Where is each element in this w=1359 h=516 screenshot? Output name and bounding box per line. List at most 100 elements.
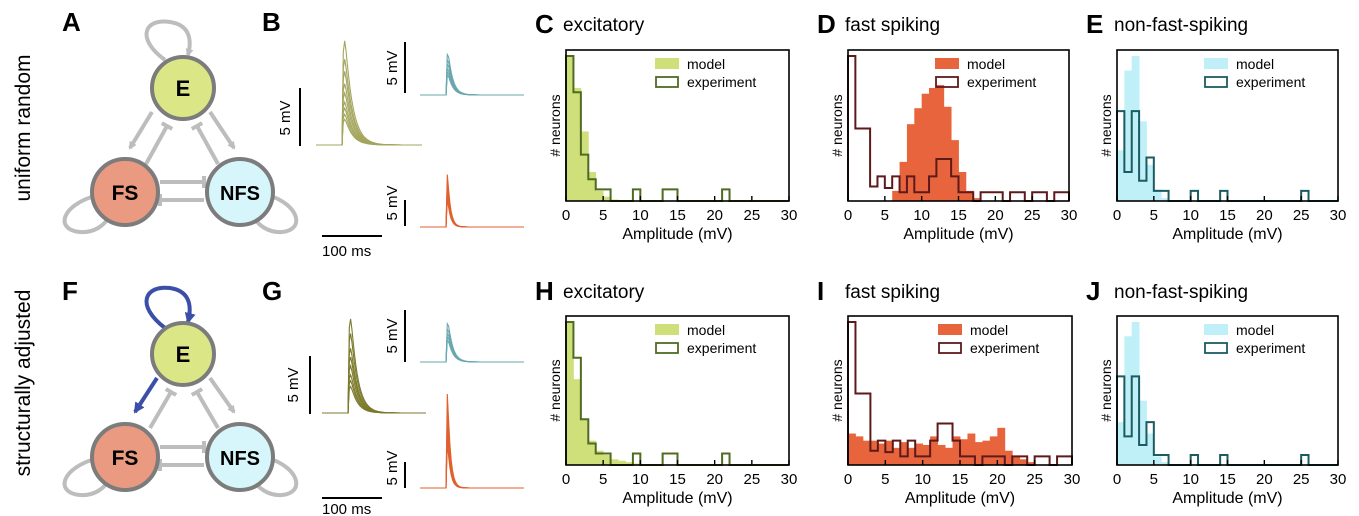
- panel-label-e: E: [1086, 9, 1103, 39]
- x-tick-label: 0: [844, 207, 852, 224]
- psp-trace: [322, 318, 426, 414]
- model-bar: [997, 427, 1006, 465]
- fs-traces: [420, 174, 524, 228]
- legend-swatch-experiment: [938, 342, 962, 354]
- model-bar: [945, 447, 953, 465]
- model-bar: [1012, 456, 1021, 465]
- model-bar: [1139, 400, 1147, 465]
- model-bar: [1004, 450, 1013, 465]
- fs-to-e-link: [144, 121, 174, 165]
- x-tick-label: 10: [1182, 471, 1199, 488]
- nfs-node-label: NFS: [220, 183, 260, 205]
- y-axis-label: # neurons: [547, 94, 563, 156]
- y-axis-label: # neurons: [829, 359, 845, 421]
- panel-label-c: C: [535, 9, 554, 39]
- legend-swatch-model: [1204, 324, 1228, 335]
- panel-label-h: H: [535, 276, 554, 306]
- model-bar: [1117, 150, 1125, 201]
- scale-label-100ms: 100 ms: [322, 501, 371, 516]
- legend-swatch-experiment: [1204, 342, 1228, 354]
- legend-swatch-experiment: [655, 76, 679, 88]
- nfs-to-e-link: [190, 121, 220, 165]
- x-tick-label: 30: [781, 207, 798, 224]
- psp-trace: [420, 67, 524, 96]
- panel-label-j: J: [1086, 276, 1100, 306]
- nfs-self-loop: [245, 193, 299, 235]
- legend-label: model: [1236, 56, 1274, 72]
- scale-label-5mv: 5 mV: [285, 367, 302, 402]
- psp-trace: [420, 443, 524, 489]
- model-bar: [1019, 459, 1028, 465]
- panel-label-b: B: [262, 7, 281, 37]
- model-bar: [1117, 422, 1125, 465]
- model-bar: [580, 131, 589, 201]
- scale-label-5mv: 5 mV: [384, 50, 401, 85]
- chart-title: excitatory: [563, 15, 645, 36]
- psp-trace: [316, 59, 422, 146]
- x-tick-label: 20: [706, 207, 723, 224]
- model-bar: [906, 124, 915, 201]
- x-tick-label: 25: [1024, 207, 1041, 224]
- nfs-self-loop: [245, 456, 299, 498]
- model-bar: [922, 444, 931, 465]
- chart-title: fast spiking: [845, 282, 940, 303]
- y-axis-label: # neurons: [547, 359, 563, 421]
- x-tick-label: 15: [669, 471, 686, 488]
- legend-label: model: [967, 56, 1005, 72]
- legend-label: experiment: [687, 340, 756, 356]
- model-bar: [907, 447, 916, 465]
- model-bar: [603, 196, 611, 201]
- nfs-to-e-link: [190, 387, 220, 430]
- psp-trace: [322, 373, 426, 414]
- x-tick-label: 0: [562, 207, 570, 224]
- legend-label: experiment: [1236, 340, 1305, 356]
- model-bar: [870, 440, 879, 465]
- fs-self-loop: [62, 193, 117, 235]
- legend-swatch-model: [938, 324, 962, 335]
- x-tick-label: 10: [914, 471, 931, 488]
- x-tick-label: 25: [1293, 207, 1310, 224]
- nfs-node: [205, 422, 275, 492]
- model-bar: [1131, 56, 1140, 201]
- model-bar: [974, 442, 983, 465]
- y-axis-label: # neurons: [1098, 359, 1114, 421]
- psp-trace: [316, 40, 422, 146]
- e-node-label: E: [176, 76, 191, 101]
- e-to-fs-link: [128, 110, 154, 150]
- model-bar: [625, 462, 634, 465]
- legend-swatch-model: [1204, 58, 1228, 69]
- psp-trace: [420, 182, 524, 228]
- fs-node-label: FS: [112, 447, 139, 470]
- x-tick-label: 5: [881, 207, 889, 224]
- psp-trace: [316, 90, 422, 146]
- scale-label-5mv: 5 mV: [384, 318, 401, 353]
- legend-label: experiment: [687, 74, 756, 90]
- model-bar: [936, 85, 945, 201]
- model-bar: [595, 190, 604, 201]
- model-bar: [855, 436, 864, 465]
- fs-node-label: FS: [112, 182, 139, 205]
- legend-label: model: [1236, 322, 1274, 338]
- model-bar: [848, 433, 856, 465]
- e-node: [150, 55, 216, 121]
- psp-trace: [316, 106, 422, 146]
- x-tick-label: 30: [1061, 207, 1078, 224]
- fs-to-e-link: [148, 387, 178, 430]
- model-bar: [595, 450, 604, 465]
- model-bar: [914, 108, 923, 201]
- psp-traces-adjusted: G 5 mV 5 mV 5 mV 100 ms: [262, 276, 524, 516]
- x-axis-label: Amplitude (mV): [1172, 490, 1282, 507]
- legend-swatch-model: [655, 58, 679, 69]
- psp-trace: [420, 189, 524, 228]
- x-tick-label: 25: [1026, 471, 1043, 488]
- legend-label: model: [970, 322, 1008, 338]
- psp-trace: [322, 356, 426, 414]
- legend-label: experiment: [1236, 74, 1305, 90]
- model-bar: [929, 87, 937, 201]
- model-bar: [952, 436, 961, 465]
- model-bar: [1027, 462, 1036, 465]
- excitatory-traces: [322, 318, 426, 414]
